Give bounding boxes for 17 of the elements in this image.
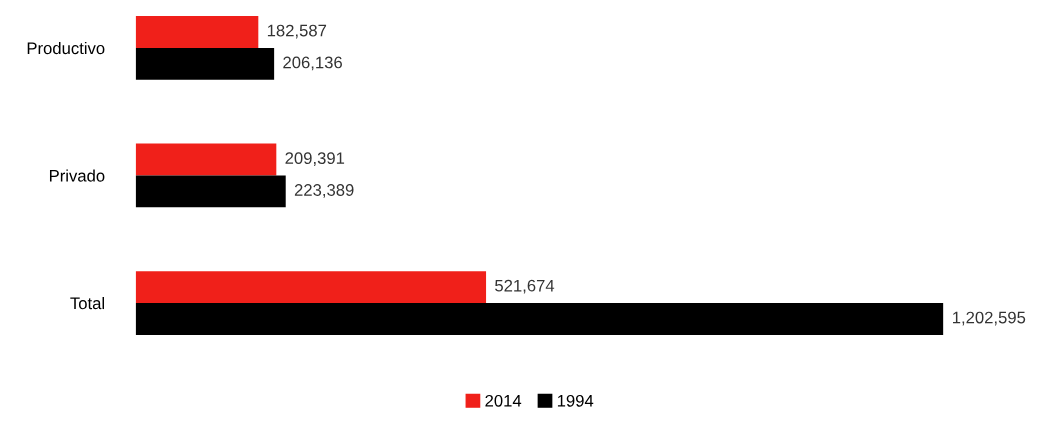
bar: [135, 47, 275, 80]
data-label: 1,202,595: [953, 311, 1026, 326]
data-label: 209,391: [285, 152, 345, 166]
legend-label: 2014: [485, 394, 522, 407]
bar: [135, 175, 286, 208]
data-label: 182,587: [267, 24, 327, 39]
bar: [135, 16, 259, 48]
y-tick-label: Privado: [49, 169, 105, 182]
bar: [135, 303, 944, 335]
data-label: 223,389: [294, 184, 354, 198]
legend-label: 1994: [557, 394, 594, 407]
y-tick-label: Total: [70, 296, 105, 310]
y-tick-label: Productivo: [27, 41, 105, 55]
bar: [135, 271, 487, 304]
data-label: 521,674: [495, 279, 555, 294]
bar: [135, 143, 277, 176]
data-label: 206,136: [283, 56, 342, 71]
